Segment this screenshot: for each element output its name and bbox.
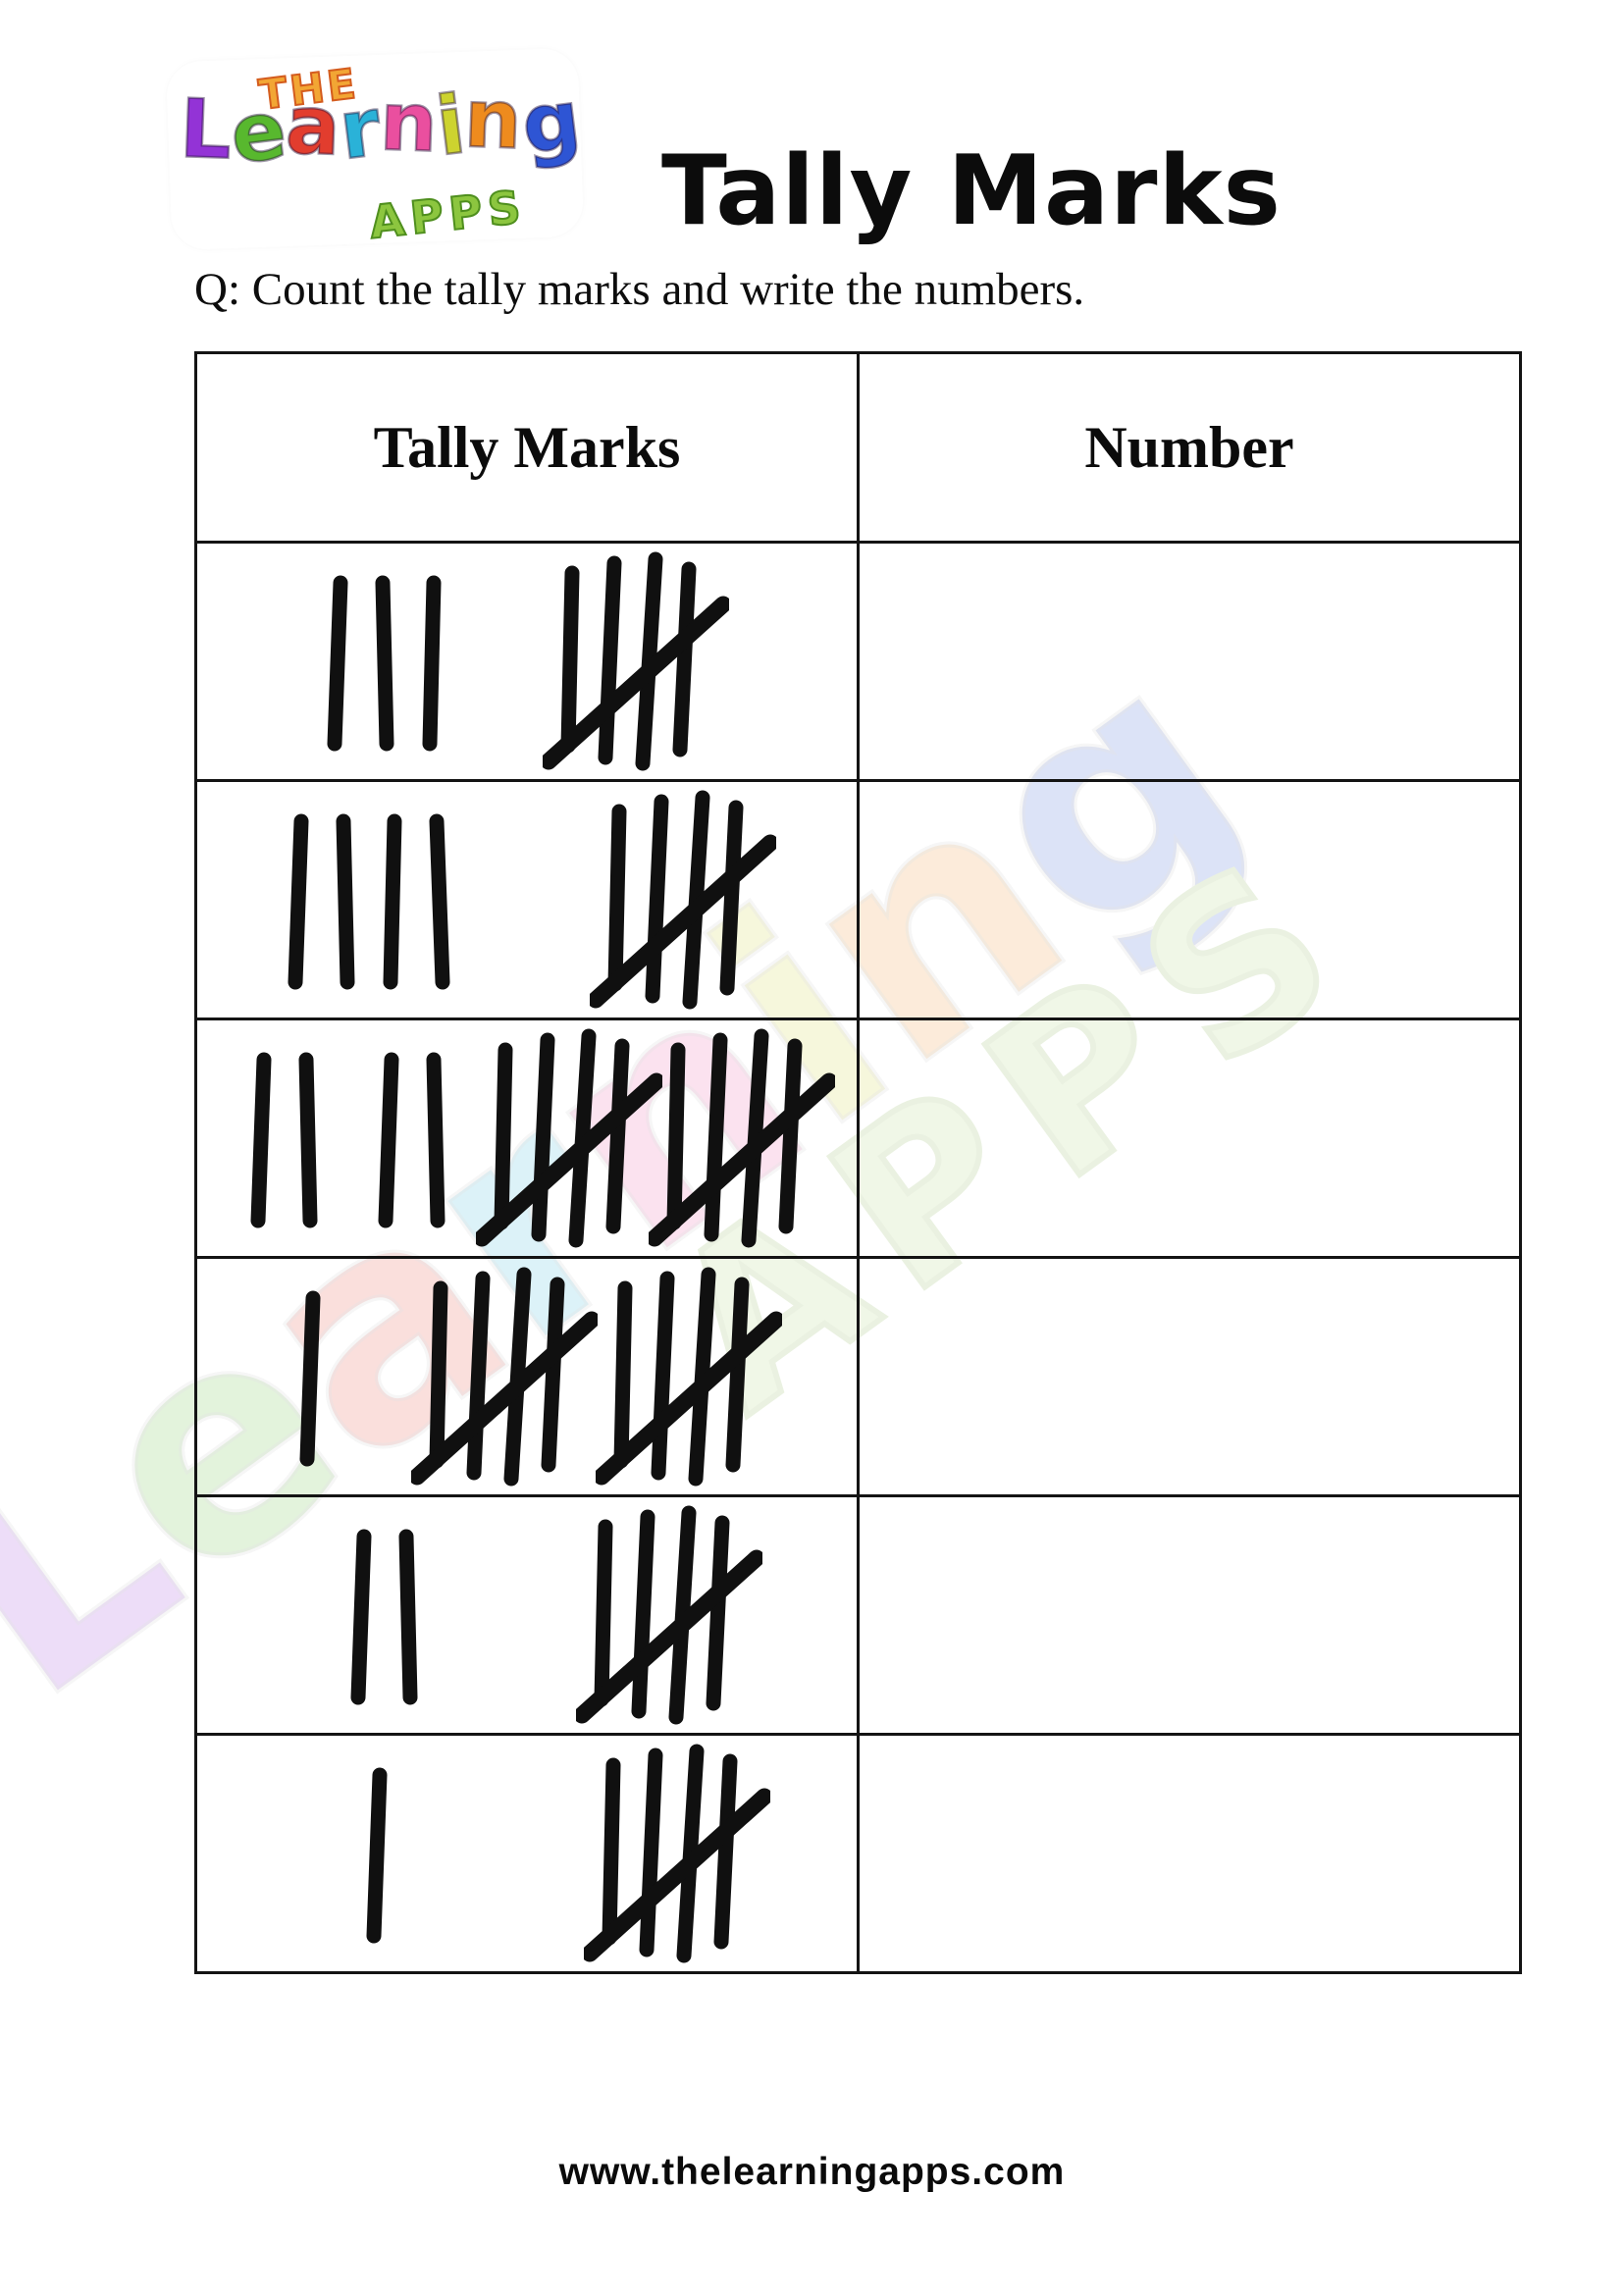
- tally-group-singles: [295, 1284, 325, 1473]
- column-header-tally-marks: Tally Marks: [194, 351, 860, 544]
- footer-url: www.thelearningapps.com: [558, 2151, 1066, 2193]
- logo-letter: n: [462, 72, 525, 169]
- tally-group-singles: [246, 1046, 323, 1234]
- column-header-number: Number: [857, 351, 1522, 544]
- tally-group-of-five: [584, 1742, 770, 1969]
- tally-marks-cell: [194, 1256, 860, 1497]
- tally-group-singles: [346, 1523, 423, 1711]
- logo-text-learning: Learning: [177, 72, 586, 184]
- logo-letter: L: [0, 1362, 237, 1768]
- logo-letter: n: [377, 75, 440, 172]
- number-answer-cell[interactable]: [857, 1256, 1522, 1497]
- page-title: Tally Marks: [660, 135, 1283, 247]
- logo-letter: a: [283, 78, 342, 175]
- tally-marks-cell: [194, 541, 860, 782]
- table-row: [194, 1733, 1522, 1974]
- logo-text-apps: APPS: [366, 179, 530, 249]
- table-header-row: Tally Marks Number: [194, 351, 1522, 544]
- table-row: [194, 1018, 1522, 1259]
- tally-group-singles: [374, 1046, 450, 1234]
- tally-marks-cell: [194, 779, 860, 1020]
- tally-group-singles: [284, 808, 454, 996]
- tally-table: Tally Marks Number: [194, 351, 1522, 1974]
- logo-letter: L: [177, 81, 234, 179]
- table-row: [194, 779, 1522, 1020]
- number-answer-cell[interactable]: [857, 1494, 1522, 1736]
- tally-marks-cell: [194, 1733, 860, 1974]
- tally-group-of-five: [476, 1026, 662, 1254]
- tally-group-of-five: [596, 1265, 782, 1492]
- tally-marks-cell: [194, 1494, 860, 1736]
- logo-letter: e: [225, 82, 292, 184]
- tally-marks-cell: [194, 1018, 860, 1259]
- tally-group-of-five: [590, 788, 776, 1016]
- number-answer-cell[interactable]: [857, 1733, 1522, 1974]
- tally-group-of-five: [649, 1026, 835, 1254]
- tally-group-singles: [362, 1761, 392, 1950]
- number-answer-cell[interactable]: [857, 541, 1522, 782]
- tally-group-of-five: [411, 1265, 598, 1492]
- number-answer-cell[interactable]: [857, 779, 1522, 1020]
- tally-group-of-five: [576, 1503, 762, 1731]
- number-answer-cell[interactable]: [857, 1018, 1522, 1259]
- table-row: [194, 1494, 1522, 1736]
- logo-letter: r: [334, 79, 387, 180]
- tally-group-of-five: [543, 549, 729, 777]
- table-row: [194, 1256, 1522, 1497]
- question-text: Q: Count the tally marks and write the n…: [194, 264, 1085, 315]
- learning-apps-logo: THE Learning APPS: [171, 53, 586, 250]
- logo-letter: g: [515, 72, 586, 174]
- tally-group-singles: [323, 569, 446, 757]
- table-row: [194, 541, 1522, 782]
